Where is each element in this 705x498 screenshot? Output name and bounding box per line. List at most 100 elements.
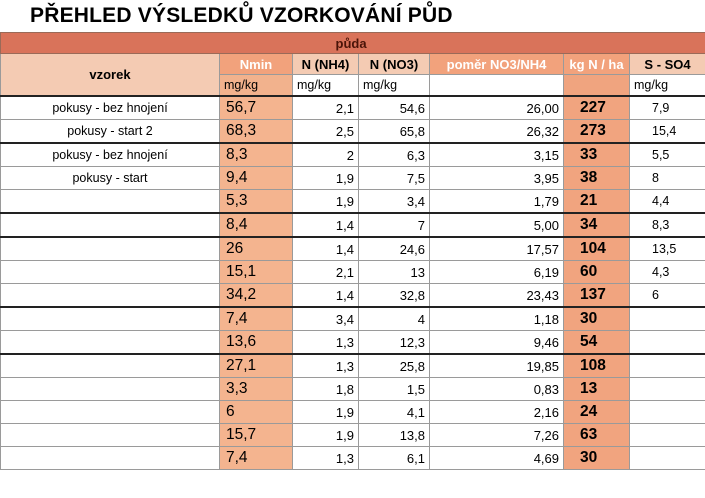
no3-cell: 1,5 [358,377,430,401]
so4-cell [628,423,705,447]
sample-cell: pokusy - start 2 [0,119,220,144]
no3-cell: 6,3 [358,142,430,167]
unit-no3: mg/kg [358,74,430,97]
nmin-cell: 7,4 [219,306,293,331]
table-row: pokusy - bez hnojení 56,7 2,1 54,6 26,00 227 7… [0,95,705,120]
so4-cell: 4,4 [628,189,705,214]
nmin-cell: 8,3 [219,142,293,167]
nmin-cell: 15,1 [219,260,293,284]
section-band-row: půda [0,32,705,54]
nh4-cell: 2,1 [292,95,359,120]
no3-cell: 13 [358,260,430,284]
table-row: 15,7 1,9 13,8 7,26 63 [0,423,705,447]
nmin-cell: 6 [219,400,293,424]
ratio-cell: 26,32 [429,119,564,144]
so4-cell: 15,4 [628,119,705,144]
table-row: 27,1 1,3 25,8 19,85 108 [0,353,705,378]
so4-cell: 8 [628,166,705,190]
kg-n-ha-cell: 34 [563,212,630,238]
nh4-cell: 2,1 [292,260,359,284]
so4-cell [628,446,705,470]
unit-nmin: mg/kg [219,74,293,97]
header-so4: S - SO4 [628,53,705,75]
table-row: 3,3 1,8 1,5 0,83 13 [0,377,705,401]
ratio-cell: 3,95 [429,166,564,190]
results-sheet: půda vzorek Nmin N (NH4) N (NO3) poměr N… [0,32,705,470]
sample-cell [0,400,220,424]
kg-n-ha-cell: 108 [563,353,630,378]
page-title: PŘEHLED VÝSLEDKŮ VZORKOVÁNÍ PŮD [30,4,453,27]
sample-cell: pokusy - bez hnojení [0,142,220,167]
ratio-cell: 6,19 [429,260,564,284]
kg-n-ha-cell: 33 [563,142,630,167]
table-row: 7,4 1,3 6,1 4,69 30 [0,446,705,470]
table-row: 6 1,9 4,1 2,16 24 [0,400,705,424]
sample-cell [0,330,220,355]
nh4-cell: 1,3 [292,330,359,355]
nh4-cell: 2 [292,142,359,167]
no3-cell: 4,1 [358,400,430,424]
nh4-cell: 1,4 [292,212,359,238]
kg-n-ha-cell: 227 [563,95,630,120]
ratio-cell: 19,85 [429,353,564,378]
so4-cell [628,353,705,378]
nmin-cell: 15,7 [219,423,293,447]
ratio-cell: 7,26 [429,423,564,447]
table-row: 26 1,4 24,6 17,57 104 13,5 [0,236,705,261]
so4-cell: 7,9 [628,95,705,120]
kg-n-ha-cell: 54 [563,330,630,355]
header-nh4: N (NH4) [292,53,359,75]
unit-nh4: mg/kg [292,74,359,97]
table-row: pokusy - start 9,4 1,9 7,5 3,95 38 8 [0,166,705,190]
unit-row: mg/kg mg/kg mg/kg mg/kg [1,74,705,97]
so4-cell: 6 [628,283,705,308]
ratio-cell: 2,16 [429,400,564,424]
nmin-cell: 13,6 [219,330,293,355]
kg-n-ha-cell: 273 [563,119,630,144]
nh4-cell: 1,9 [292,189,359,214]
sample-cell [0,189,220,214]
kg-n-ha-cell: 30 [563,306,630,331]
ratio-cell: 26,00 [429,95,564,120]
nmin-cell: 27,1 [219,353,293,378]
unit-pomer [429,74,564,97]
nmin-cell: 8,4 [219,212,293,238]
nmin-cell: 34,2 [219,283,293,308]
no3-cell: 65,8 [358,119,430,144]
header-vzorek: vzorek [0,53,220,97]
sample-cell [0,446,220,470]
sample-cell [0,260,220,284]
nmin-cell: 56,7 [219,95,293,120]
sample-cell: pokusy - start [0,166,220,190]
nh4-cell: 1,4 [292,283,359,308]
table-row: 15,1 2,1 13 6,19 60 4,3 [0,260,705,284]
nh4-cell: 1,9 [292,400,359,424]
no3-cell: 54,6 [358,95,430,120]
no3-cell: 24,6 [358,236,430,261]
ratio-cell: 17,57 [429,236,564,261]
table-row: 13,6 1,3 12,3 9,46 54 [0,330,705,355]
table-row: 5,3 1,9 3,4 1,79 21 4,4 [0,189,705,214]
nmin-cell: 5,3 [219,189,293,214]
no3-cell: 7 [358,212,430,238]
header-row: vzorek Nmin N (NH4) N (NO3) poměr NO3/NH… [0,53,705,97]
ratio-cell: 1,79 [429,189,564,214]
ratio-cell: 3,15 [429,142,564,167]
so4-cell [628,377,705,401]
nh4-cell: 1,8 [292,377,359,401]
kg-n-ha-cell: 13 [563,377,630,401]
ratio-cell: 9,46 [429,330,564,355]
table-row: 7,4 3,4 4 1,18 30 [0,306,705,331]
kg-n-ha-cell: 137 [563,283,630,308]
sample-cell [0,377,220,401]
ratio-cell: 23,43 [429,283,564,308]
nh4-cell: 1,9 [292,166,359,190]
header-nmin: Nmin [219,53,293,75]
nh4-cell: 1,3 [292,446,359,470]
no3-cell: 25,8 [358,353,430,378]
nmin-cell: 7,4 [219,446,293,470]
nh4-cell: 1,3 [292,353,359,378]
kg-n-ha-cell: 21 [563,189,630,214]
sample-cell [0,306,220,331]
header-no3: N (NO3) [358,53,430,75]
